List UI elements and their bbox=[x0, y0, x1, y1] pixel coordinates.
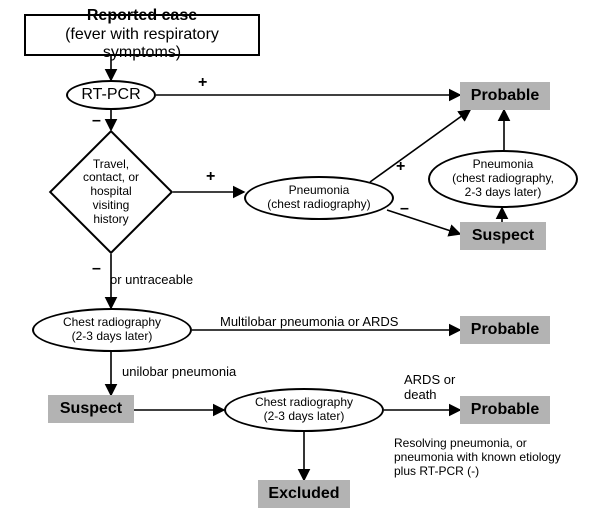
label-unilobar: unilobar pneumonia bbox=[122, 364, 236, 379]
node-pneumonia1: Pneumonia (chest radiography) bbox=[244, 176, 394, 220]
flowchart-stage: Reported case (fever with respiratory sy… bbox=[0, 0, 600, 516]
label-untraceable: or untraceable bbox=[110, 272, 193, 287]
history-l2: hospital bbox=[90, 185, 131, 199]
label-minus2: – bbox=[400, 200, 409, 218]
node-rtpcr: RT-PCR bbox=[66, 80, 156, 110]
chest1-l1: (2-3 days later) bbox=[72, 330, 153, 344]
suspect1-text: Suspect bbox=[472, 227, 534, 245]
label-resolving: Resolving pneumonia, or pneumonia with k… bbox=[394, 436, 561, 478]
node-probable1: Probable bbox=[460, 82, 550, 110]
pneu1-l0: Pneumonia bbox=[289, 184, 350, 198]
excluded-text: Excluded bbox=[268, 485, 339, 503]
node-suspect1: Suspect bbox=[460, 222, 546, 250]
chest2-l0: Chest radiography bbox=[255, 396, 353, 410]
history-l4: history bbox=[93, 213, 128, 227]
rtpcr-text: RT-PCR bbox=[81, 86, 140, 104]
node-suspect2: Suspect bbox=[48, 395, 134, 423]
suspect2-text: Suspect bbox=[60, 400, 122, 418]
node-chest1: Chest radiography (2-3 days later) bbox=[32, 308, 192, 352]
node-excluded: Excluded bbox=[258, 480, 350, 508]
start-title: Reported case bbox=[87, 7, 197, 25]
chest2-l1: (2-3 days later) bbox=[264, 410, 345, 424]
chest1-l0: Chest radiography bbox=[63, 316, 161, 330]
label-minus1: – bbox=[92, 112, 101, 130]
label-minus3: – bbox=[92, 260, 101, 278]
node-probable3: Probable bbox=[460, 396, 550, 424]
start-subtitle: (fever with respiratory symptoms) bbox=[34, 26, 250, 63]
label-plus3: + bbox=[396, 158, 405, 176]
probable2-text: Probable bbox=[471, 321, 539, 339]
node-history: Travel, contact, or hospital visiting hi… bbox=[49, 130, 173, 254]
label-ards-death: ARDS or death bbox=[404, 372, 455, 402]
label-multilobar: Multilobar pneumonia or ARDS bbox=[220, 314, 398, 329]
probable3-text: Probable bbox=[471, 401, 539, 419]
history-l3: visiting bbox=[93, 199, 130, 213]
node-chest2: Chest radiography (2-3 days later) bbox=[224, 388, 384, 432]
pneu2-l2: 2-3 days later) bbox=[465, 186, 542, 200]
label-plus1: + bbox=[198, 74, 207, 92]
history-l1: contact, or bbox=[83, 171, 139, 185]
node-reported-case: Reported case (fever with respiratory sy… bbox=[24, 14, 260, 56]
label-plus2: + bbox=[206, 168, 215, 186]
history-l0: Travel, bbox=[93, 158, 129, 172]
node-pneumonia2: Pneumonia (chest radiography, 2-3 days l… bbox=[428, 150, 578, 208]
node-probable2: Probable bbox=[460, 316, 550, 344]
pneu2-l0: Pneumonia bbox=[473, 158, 534, 172]
pneu1-l1: (chest radiography) bbox=[267, 198, 370, 212]
pneu2-l1: (chest radiography, bbox=[452, 172, 554, 186]
probable1-text: Probable bbox=[471, 87, 539, 105]
